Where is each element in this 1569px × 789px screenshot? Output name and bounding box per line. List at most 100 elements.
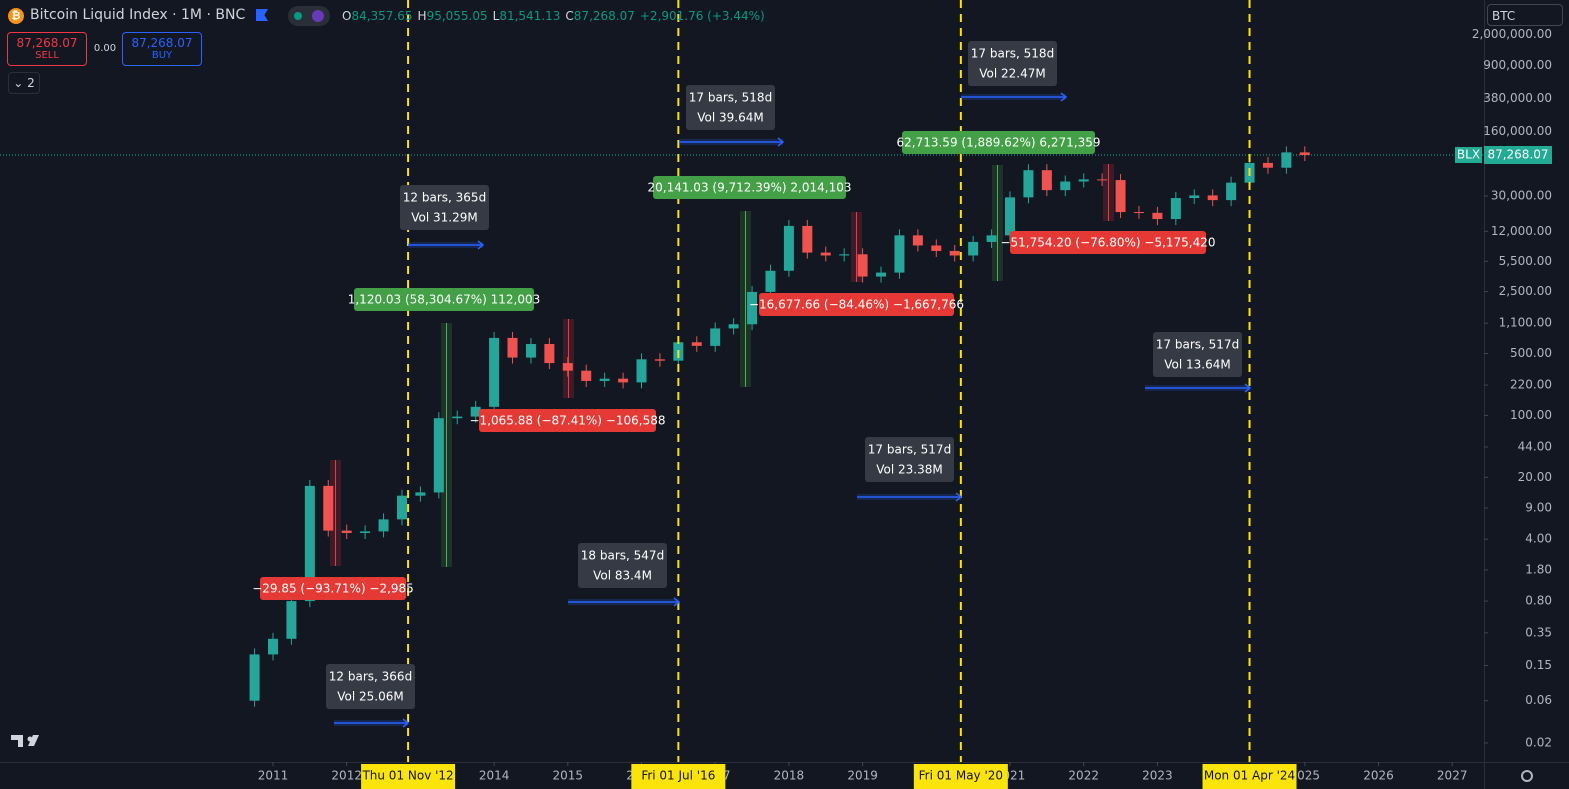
- candle-body: [1133, 212, 1144, 214]
- range-bars: 12 bars, 366d: [329, 670, 412, 684]
- status-dot: [312, 10, 324, 22]
- date-label: Mon 01 Apr '24: [1204, 769, 1295, 783]
- candle-body: [931, 245, 942, 251]
- candle-body: [396, 495, 407, 520]
- price-tick-label: 160,000.00: [1483, 124, 1552, 138]
- price-tick-label: 30,000.00: [1491, 189, 1552, 203]
- range-arrowhead: [777, 137, 785, 147]
- range-volume: Vol 39.64M: [697, 111, 763, 125]
- candle-body: [249, 654, 260, 701]
- candle-body: [618, 378, 629, 383]
- buy-label: BUY: [151, 50, 173, 61]
- time-tick-label: 2025: [1290, 769, 1321, 783]
- date-label-bg: [361, 764, 456, 789]
- measure-label-bg: [260, 577, 406, 600]
- time-tick-label: 2015: [553, 769, 584, 783]
- ohlc-key: L: [492, 9, 500, 23]
- candle-body: [1299, 152, 1310, 155]
- candle-body: [654, 359, 665, 361]
- status-dot: [294, 12, 302, 20]
- price-tick-label: 380,000.00: [1483, 91, 1552, 105]
- date-label: Fri 01 Jul '16: [641, 769, 715, 783]
- measure-label-bg: [653, 176, 846, 199]
- time-tick-label: 2011: [258, 769, 289, 783]
- settings-gear[interactable]: [1521, 770, 1533, 782]
- ohlc-value: 95,055.05: [426, 9, 488, 23]
- indicators-toggle[interactable]: ⌄ 2: [8, 72, 40, 94]
- measure-label-bg: [1010, 231, 1206, 254]
- range-bars: 17 bars, 517d: [868, 443, 951, 457]
- candle-body: [912, 235, 923, 246]
- measure-label-bg: [759, 293, 954, 316]
- candle-body: [507, 337, 518, 358]
- candle-body: [1041, 170, 1052, 191]
- ohlc-key: O: [342, 9, 352, 23]
- candle-body: [268, 638, 278, 655]
- range-label-bg: [326, 664, 415, 709]
- measure-label: 20,141.03 (9,712.39%) 2,014,103: [648, 181, 852, 195]
- candle-body: [636, 359, 647, 383]
- price-tick-label: 1.80: [1525, 562, 1552, 576]
- candle-body: [765, 270, 776, 292]
- measure-label: −29.85 (−93.71%) −2,985: [252, 582, 414, 596]
- candle-body: [1189, 195, 1200, 199]
- tv-logo: [11, 735, 39, 747]
- ticker-tag-bg: [1455, 147, 1482, 163]
- candle-body: [876, 272, 887, 277]
- ohlc-key: C: [565, 9, 574, 23]
- buy-price: 87,268.07: [131, 36, 193, 50]
- candle-body: [304, 485, 315, 602]
- price-tick-label: 2,500.00: [1499, 284, 1552, 298]
- symbol-search[interactable]: BTC: [1487, 4, 1563, 26]
- range-arrowhead: [477, 240, 485, 250]
- settings-dot: [27, 736, 33, 742]
- range-bars: 17 bars, 518d: [971, 47, 1054, 61]
- price-axis-bg: [1484, 0, 1569, 789]
- candle-body: [581, 370, 592, 381]
- candle-body: [452, 416, 463, 419]
- sell-label: SELL: [35, 50, 59, 61]
- time-tick-label: 2018: [774, 769, 805, 783]
- range-bars: 17 bars, 517d: [1156, 338, 1239, 352]
- candle-body: [286, 601, 297, 639]
- range-volume: Vol 22.47M: [979, 67, 1045, 81]
- candle-body: [1115, 180, 1126, 213]
- price-tick-label: 0.06: [1525, 693, 1552, 707]
- candle-body: [323, 485, 334, 531]
- flag[interactable]: [256, 9, 268, 21]
- buy-button[interactable]: 87,268.07 BUY: [122, 32, 202, 66]
- candle-body: [1226, 182, 1237, 201]
- symbol-title[interactable]: Bitcoin Liquid Index · 1M · BNC: [30, 7, 246, 23]
- candle-body: [968, 241, 979, 256]
- range-label-bg: [1153, 332, 1242, 377]
- candle-body: [1281, 152, 1292, 168]
- candle-body: [525, 344, 536, 358]
- range-arrowhead: [1244, 383, 1252, 393]
- sell-button[interactable]: 87,268.07 SELL: [7, 32, 87, 66]
- ohlc-legend: O84,357.65 H95,055.05 L81,541.13 C87,268.07…: [342, 9, 765, 23]
- price-tick-label: 1,100.00: [1499, 316, 1552, 330]
- range-volume: Vol 31.29M: [411, 211, 477, 225]
- candle-body: [691, 342, 702, 346]
- candle-body: [1023, 170, 1034, 198]
- ohlc-value: 87,268.07: [573, 9, 635, 23]
- time-tick-label: 2014: [479, 769, 510, 783]
- candle-body: [839, 254, 850, 256]
- candle-body: [783, 225, 794, 271]
- candle-body: [820, 252, 831, 256]
- range-arrowhead: [1060, 92, 1068, 102]
- date-label: Thu 01 Nov '12: [361, 769, 453, 783]
- price-tick-label: 2,000,000.00: [1472, 27, 1552, 41]
- candle-body: [1152, 212, 1163, 220]
- price-tick-label: 0.35: [1525, 625, 1552, 639]
- candle-body: [415, 492, 426, 496]
- spread: 0.00: [93, 43, 117, 54]
- candle-body: [1005, 197, 1015, 236]
- range-volume: Vol 13.64M: [1164, 358, 1230, 372]
- measure-label: 1,120.03 (58,304.67%) 112,003: [348, 293, 541, 307]
- time-tick-label: 2012: [331, 769, 362, 783]
- range-volume: Vol 23.38M: [876, 463, 942, 477]
- price-tick-label: 100.00: [1510, 408, 1552, 422]
- price-tick-label: 9.00: [1525, 501, 1552, 515]
